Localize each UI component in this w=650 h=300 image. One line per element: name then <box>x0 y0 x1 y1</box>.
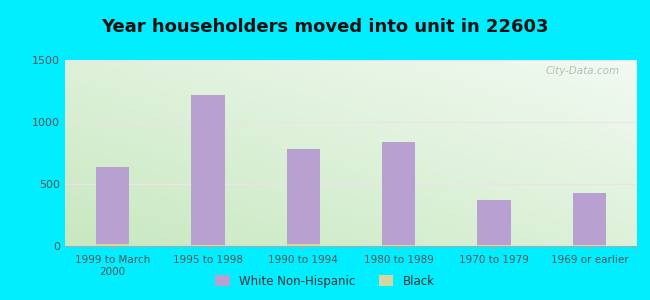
Bar <box>96 244 129 246</box>
Text: Year householders moved into unit in 22603: Year householders moved into unit in 226… <box>101 18 549 36</box>
Legend: White Non-Hispanic, Black: White Non-Hispanic, Black <box>212 271 438 291</box>
Bar <box>477 200 511 246</box>
Bar <box>96 167 129 246</box>
Bar <box>191 95 225 246</box>
Bar <box>477 245 511 246</box>
Text: City-Data.com: City-Data.com <box>546 66 620 76</box>
Bar <box>287 149 320 246</box>
Bar <box>287 244 320 246</box>
Bar <box>382 245 415 246</box>
Bar <box>191 245 225 246</box>
Bar <box>573 193 606 246</box>
Bar <box>573 245 606 246</box>
Bar <box>382 142 415 246</box>
